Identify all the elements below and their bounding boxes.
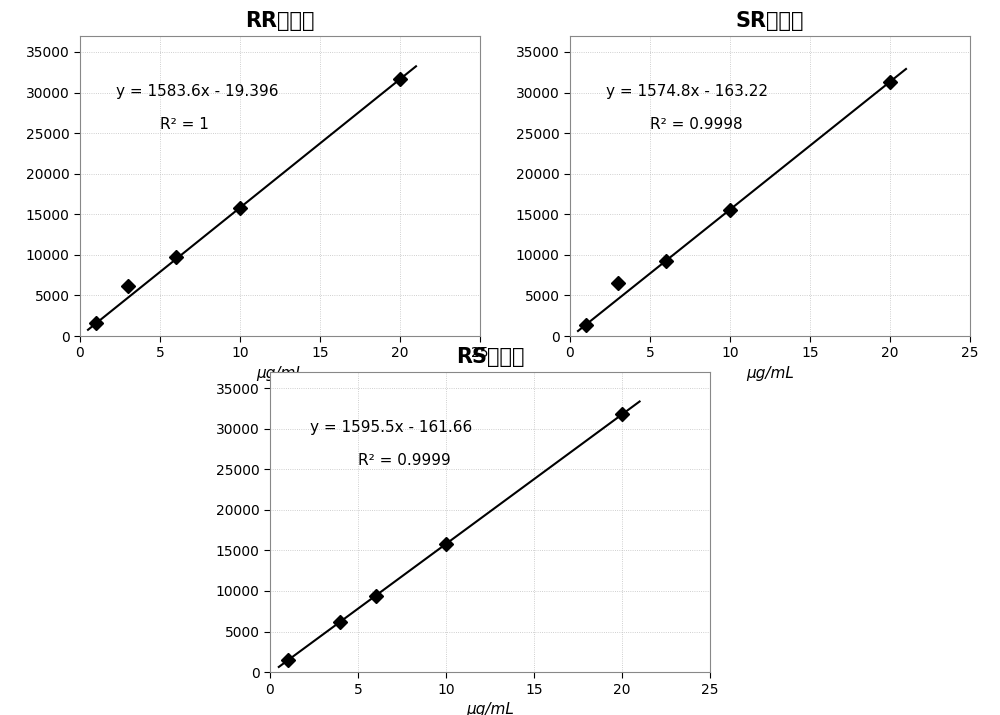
Text: R² = 0.9999: R² = 0.9999 [358,453,451,468]
Text: y = 1595.5x - 161.66: y = 1595.5x - 161.66 [310,420,472,435]
X-axis label: μg/mL: μg/mL [746,366,794,381]
Text: y = 1583.6x - 19.396: y = 1583.6x - 19.396 [116,84,278,99]
Text: y = 1574.8x - 163.22: y = 1574.8x - 163.22 [606,84,768,99]
Text: R² = 0.9998: R² = 0.9998 [650,117,743,132]
Title: RR异构体: RR异构体 [245,11,315,31]
X-axis label: μg/mL: μg/mL [256,366,304,381]
X-axis label: μg/mL: μg/mL [466,702,514,715]
Title: SR异构体: SR异构体 [736,11,804,31]
Title: RS异构体: RS异构体 [456,347,524,368]
Text: R² = 1: R² = 1 [160,117,209,132]
